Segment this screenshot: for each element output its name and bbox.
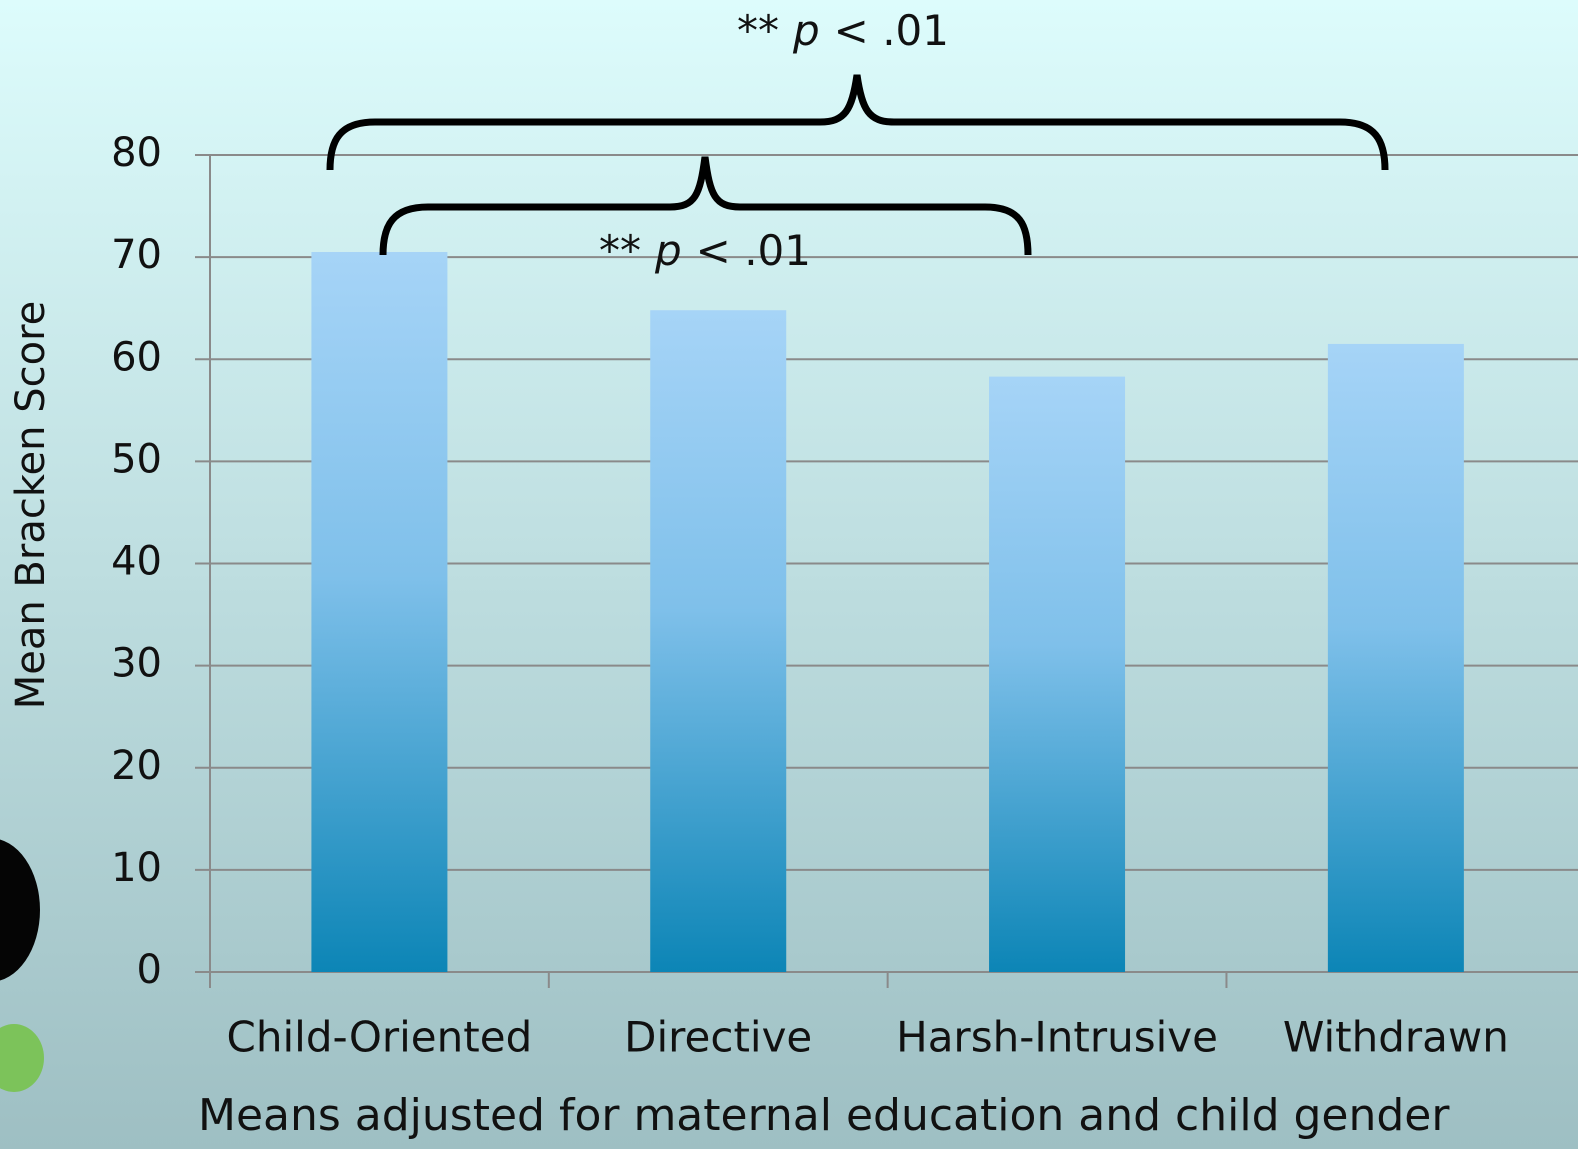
y-tick-label: 30 [111, 641, 162, 687]
bar [1327, 343, 1464, 972]
y-tick-label: 60 [111, 334, 162, 380]
x-tick-label: Withdrawn [1283, 1013, 1509, 1062]
bar [989, 376, 1126, 973]
decoration [0, 839, 40, 981]
y-tick-label: 70 [111, 232, 162, 278]
brace [326, 74, 1389, 171]
bar [311, 252, 448, 973]
y-tick-label: 10 [111, 845, 162, 891]
y-tick-label: 40 [111, 539, 162, 585]
y-tick-label: 80 [111, 130, 162, 176]
x-tick-label: Child-Oriented [227, 1013, 533, 1062]
x-tick-label: Directive [624, 1013, 812, 1062]
annotation-part: < .01 [834, 6, 949, 55]
annotation-part: p [654, 226, 682, 275]
brace [379, 156, 1032, 256]
annotation-part: < .01 [696, 226, 811, 275]
x-tick-label: Harsh-Intrusive [896, 1013, 1218, 1062]
annotation: ** p < .01 [599, 226, 811, 275]
annotation: ** p < .01 [737, 6, 949, 55]
y-tick-label: 20 [111, 743, 162, 789]
annotation-part: p [792, 6, 820, 55]
annotation-part: ** [737, 6, 779, 55]
annotation-part: ** [599, 226, 641, 275]
decoration [0, 1024, 44, 1092]
y-axis-title: Mean Bracken Score [8, 301, 54, 710]
bar [650, 310, 787, 973]
plot: 0 10 20 30 40 50 60 70 80 [111, 130, 1578, 993]
y-tick-label: 0 [137, 947, 162, 993]
x-axis-title: Means adjusted for maternal education an… [198, 1090, 1450, 1141]
y-tick-label: 50 [111, 436, 162, 482]
